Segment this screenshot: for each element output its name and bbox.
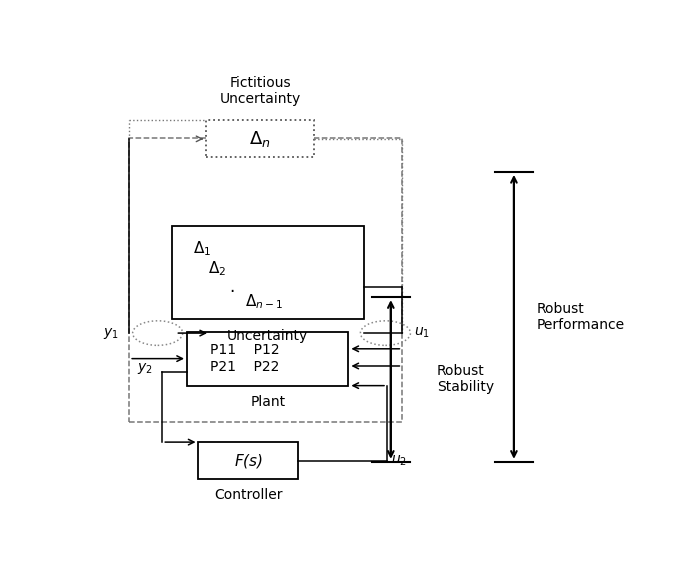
Text: $u_1$: $u_1$ [414,326,430,340]
Text: $\Delta_1$: $\Delta_1$ [193,240,211,258]
Text: Robust
Performance: Robust Performance [537,302,625,332]
Text: $\Delta_2$: $\Delta_2$ [208,259,227,278]
Text: $\Delta_{n-1}$: $\Delta_{n-1}$ [245,292,283,311]
Text: Fictitious
Uncertainty: Fictitious Uncertainty [220,76,301,106]
Bar [129,138,402,422]
Text: Plant: Plant [250,395,285,409]
Text: Uncertainty: Uncertainty [227,329,309,343]
Text: $\Delta_n$: $\Delta_n$ [250,129,271,149]
Bar [206,121,314,157]
Bar [199,442,298,479]
Text: Robust
Stability: Robust Stability [437,364,494,394]
Text: $y_1$: $y_1$ [104,325,120,340]
Text: $y_2$: $y_2$ [136,361,152,376]
Text: $F$(s): $F$(s) [234,452,263,470]
Text: .: . [229,278,234,296]
Text: Controller: Controller [214,488,283,502]
Bar [187,332,348,386]
Text: $u_2$: $u_2$ [391,453,407,468]
Bar [172,226,364,319]
Text: P21    P22: P21 P22 [210,360,279,374]
Text: P11    P12: P11 P12 [210,343,279,357]
